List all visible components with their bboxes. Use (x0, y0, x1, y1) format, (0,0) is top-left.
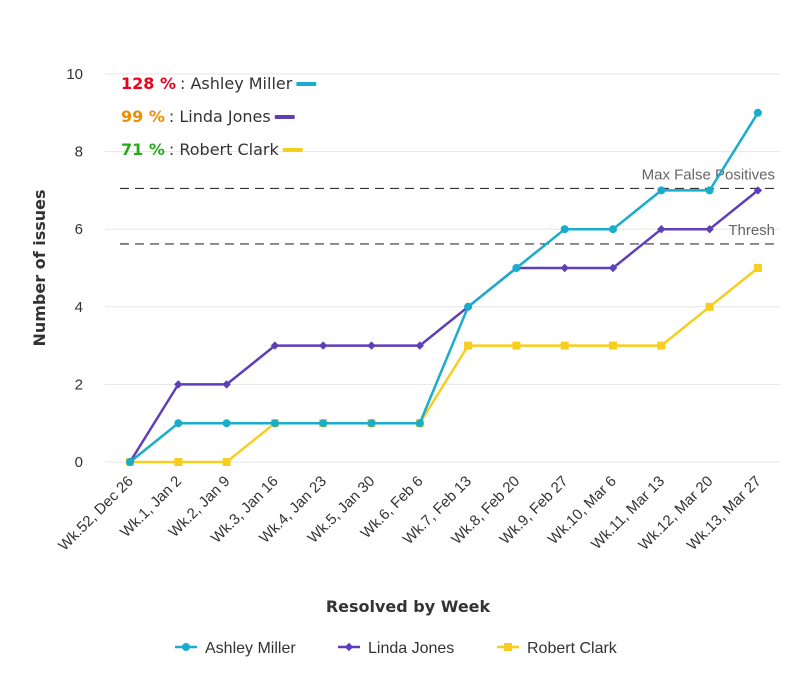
data-point[interactable] (657, 225, 666, 234)
y-tick-label: 0 (75, 454, 83, 471)
series-ashley-miller[interactable] (126, 108, 762, 466)
data-point[interactable] (174, 458, 183, 466)
y-tick-label: 6 (75, 221, 83, 238)
legend-item-linda-jones[interactable]: Linda Jones (338, 640, 454, 657)
annotation-name: : Ashley Miller (180, 74, 293, 93)
legend-marker (182, 643, 190, 651)
legend[interactable]: Ashley Miller Linda Jones Robert Clark (175, 640, 618, 657)
data-point[interactable] (222, 458, 231, 466)
y-tick-label: 2 (75, 376, 83, 393)
data-point[interactable] (319, 341, 328, 350)
legend-item-robert-clark[interactable]: Robert Clark (497, 640, 618, 657)
reference-line-label: Thresh (728, 222, 775, 239)
data-point[interactable] (319, 419, 328, 428)
data-point[interactable] (464, 341, 473, 350)
data-point[interactable] (560, 225, 569, 234)
annotation-swatch (282, 148, 303, 152)
legend-label: Ashley Miller (205, 640, 296, 657)
series-line-ashley-miller[interactable] (129, 112, 759, 463)
legend-label: Linda Jones (368, 640, 454, 657)
data-point[interactable] (367, 341, 376, 350)
series-line-robert-clark[interactable] (130, 267, 759, 464)
data-point[interactable] (657, 186, 666, 195)
data-point[interactable] (705, 186, 714, 195)
annotation-swatch (274, 115, 295, 119)
data-point[interactable] (415, 419, 424, 428)
y-tick-label: 8 (75, 144, 83, 161)
data-point[interactable] (222, 380, 231, 389)
data-point[interactable] (609, 225, 617, 234)
grid (105, 73, 780, 463)
annotation-percent: 99 % (121, 107, 165, 126)
legend-marker (504, 643, 512, 651)
y-tick-label: 10 (66, 66, 83, 83)
annotation-name: : Robert Clark (169, 140, 280, 159)
annotation-ashley-miller: 128 %: Ashley Miller (121, 74, 293, 93)
data-point[interactable] (705, 302, 714, 311)
legend-marker (344, 642, 354, 652)
series-layer (125, 108, 763, 467)
data-point[interactable] (705, 225, 714, 234)
x-axis-title: Resolved by Week (326, 597, 491, 616)
legend-item-ashley-miller[interactable]: Ashley Miller (175, 640, 296, 657)
data-point[interactable] (367, 419, 376, 428)
data-point[interactable] (753, 108, 762, 117)
annotation-name: : Linda Jones (169, 107, 271, 126)
data-point[interactable] (174, 419, 183, 428)
data-point[interactable] (560, 263, 569, 273)
data-point[interactable] (222, 419, 231, 428)
legend-label: Robert Clark (527, 640, 618, 657)
data-point[interactable] (608, 263, 618, 273)
annotation-linda-jones: 99 %: Linda Jones (121, 107, 271, 126)
data-point[interactable] (270, 341, 280, 350)
annotation-robert-clark: 71 %: Robert Clark (121, 140, 279, 159)
data-point[interactable] (174, 380, 183, 389)
annotation-swatch (296, 82, 317, 86)
y-tick-label: 4 (75, 299, 83, 316)
data-point[interactable] (753, 264, 762, 272)
data-point[interactable] (415, 341, 424, 350)
data-point[interactable] (657, 341, 666, 350)
y-axis-ticks: 0 2 4 6 8 10 (66, 66, 83, 471)
data-point[interactable] (753, 186, 763, 195)
data-point[interactable] (512, 341, 521, 350)
data-point[interactable] (126, 458, 134, 466)
data-point[interactable] (464, 302, 473, 311)
reference-line-label: Max False Positives (642, 166, 775, 183)
data-point[interactable] (560, 341, 569, 350)
annotation-percent: 71 % (121, 140, 165, 159)
y-axis-title: Number of issues (30, 189, 49, 346)
x-tick-label: Wk.52, Dec 26 (55, 473, 137, 555)
data-point[interactable] (609, 341, 617, 350)
data-point[interactable] (270, 419, 279, 428)
series-line-linda-jones[interactable] (128, 189, 759, 463)
annotation-percent: 128 % (121, 74, 176, 93)
reference-lines: Max False Positives Thresh (120, 166, 780, 245)
data-point[interactable] (512, 264, 521, 272)
